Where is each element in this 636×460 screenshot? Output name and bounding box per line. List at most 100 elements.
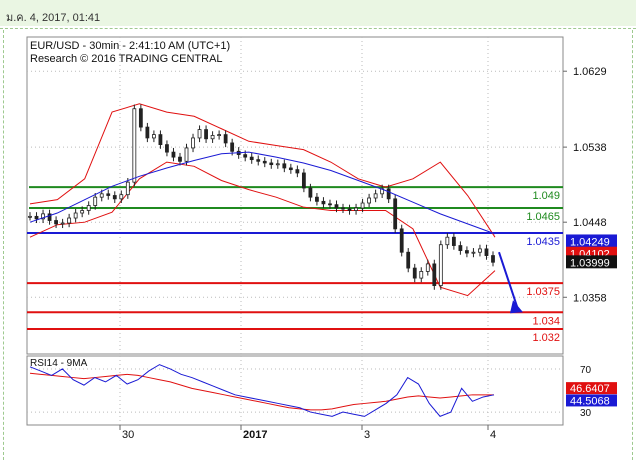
rsi-ma-line	[29, 372, 494, 411]
candle-body	[282, 163, 287, 169]
candle-body	[347, 208, 352, 211]
candle-body	[269, 162, 274, 166]
level-label: 1.049	[532, 190, 560, 202]
candle-body	[60, 222, 65, 225]
candle-body	[197, 129, 202, 139]
candle-body	[360, 202, 365, 209]
y-tick-label: 1.0448	[573, 217, 607, 229]
level-label: 1.032	[532, 332, 560, 344]
candle-body	[125, 181, 130, 196]
candle-body	[275, 163, 280, 166]
rsi-badge-label: 44.5068	[570, 395, 610, 407]
candle-body	[223, 134, 228, 144]
level-label: 1.0435	[526, 236, 560, 248]
candle-body	[67, 217, 72, 224]
rsi-ma-badge	[566, 382, 617, 395]
level-label: 1.0465	[526, 211, 560, 223]
ma-line	[29, 151, 496, 235]
left-border	[3, 30, 4, 460]
candle-body	[288, 167, 293, 171]
chart-title: EUR/USD - 30min - 2:41:10 AM (UTC+1)	[30, 40, 230, 52]
candle-body	[249, 156, 254, 161]
candle-body	[106, 193, 111, 196]
candle-body	[41, 213, 45, 220]
candle-body	[478, 248, 482, 253]
candle-body	[373, 193, 378, 199]
candle-body	[341, 207, 345, 210]
candle-body	[262, 160, 267, 164]
candle-body	[393, 198, 398, 230]
x-tick-label: 4	[490, 429, 496, 441]
x-tick-label: 3	[364, 429, 370, 441]
candle-body	[93, 196, 98, 206]
right-border	[632, 30, 633, 460]
candle-body	[367, 197, 371, 204]
candle-body	[204, 129, 208, 140]
rsi-ma-badge-label: 46.6407	[570, 383, 610, 395]
candle-body	[334, 204, 339, 209]
candle-body	[412, 267, 417, 279]
candle-body	[301, 172, 306, 189]
candle-body	[73, 212, 78, 219]
rsi-badge	[566, 394, 617, 407]
candle-body	[458, 245, 463, 251]
candle-body	[112, 195, 117, 200]
y-tick-label: 1.0538	[573, 142, 607, 154]
candle-body	[145, 126, 150, 139]
forecast-arrow	[498, 251, 518, 307]
candle-body	[119, 194, 124, 200]
rsi-y-tick-label: 70	[580, 365, 592, 376]
bollinger-lower-line	[29, 161, 496, 297]
candle-body	[243, 154, 248, 158]
candle-body	[210, 135, 215, 140]
rsi-label: RSI14 - 9MA	[30, 358, 88, 369]
candle-body	[54, 220, 58, 225]
candle-body	[28, 215, 32, 218]
candle-body	[230, 142, 235, 152]
candle-body	[432, 263, 437, 286]
candle-body	[419, 271, 424, 279]
candle-body	[321, 200, 326, 205]
rsi-line	[29, 364, 495, 417]
bollinger-upper-line	[29, 103, 496, 238]
candle-body	[484, 248, 489, 256]
rsi-panel	[26, 355, 564, 426]
y-tick-label: 1.0629	[573, 66, 607, 78]
candle-body	[354, 207, 358, 211]
candle-body	[152, 134, 156, 139]
top-bar	[0, 0, 636, 26]
candle-body	[34, 215, 39, 220]
price-badge	[566, 234, 617, 248]
chart-subtitle: Research © 2016 TRADING CENTRAL	[30, 53, 223, 65]
candle-body	[386, 188, 391, 200]
candle-body	[47, 213, 52, 221]
candle-body	[445, 236, 450, 246]
y-tick-label: 1.0358	[573, 292, 607, 304]
candle-body	[315, 196, 319, 202]
candle-body	[451, 236, 456, 246]
rsi-y-tick-label: 30	[580, 408, 592, 419]
candle-body	[425, 263, 430, 272]
candle-body	[465, 250, 469, 254]
candle-body	[399, 228, 404, 253]
candle-body	[406, 251, 411, 269]
candle-body	[80, 210, 85, 214]
x-tick-label: 30	[122, 429, 134, 441]
price-badge	[566, 255, 617, 269]
candle-body	[295, 169, 300, 174]
candle-body	[217, 134, 222, 137]
candle-body	[86, 205, 91, 211]
candle-body	[191, 137, 195, 149]
candle-body	[328, 203, 332, 206]
candle-body	[184, 147, 189, 162]
price-badge-label: 1.03999	[570, 257, 610, 269]
candle-body	[471, 251, 476, 254]
timestamp: ม.ค. 4, 2017, 01:41	[6, 12, 101, 24]
level-label: 1.034	[532, 315, 560, 327]
candle-body	[138, 108, 143, 128]
top-divider	[0, 28, 636, 29]
candle-body	[132, 108, 137, 183]
x-tick-label: 2017	[243, 429, 267, 441]
candle-body	[256, 159, 261, 162]
